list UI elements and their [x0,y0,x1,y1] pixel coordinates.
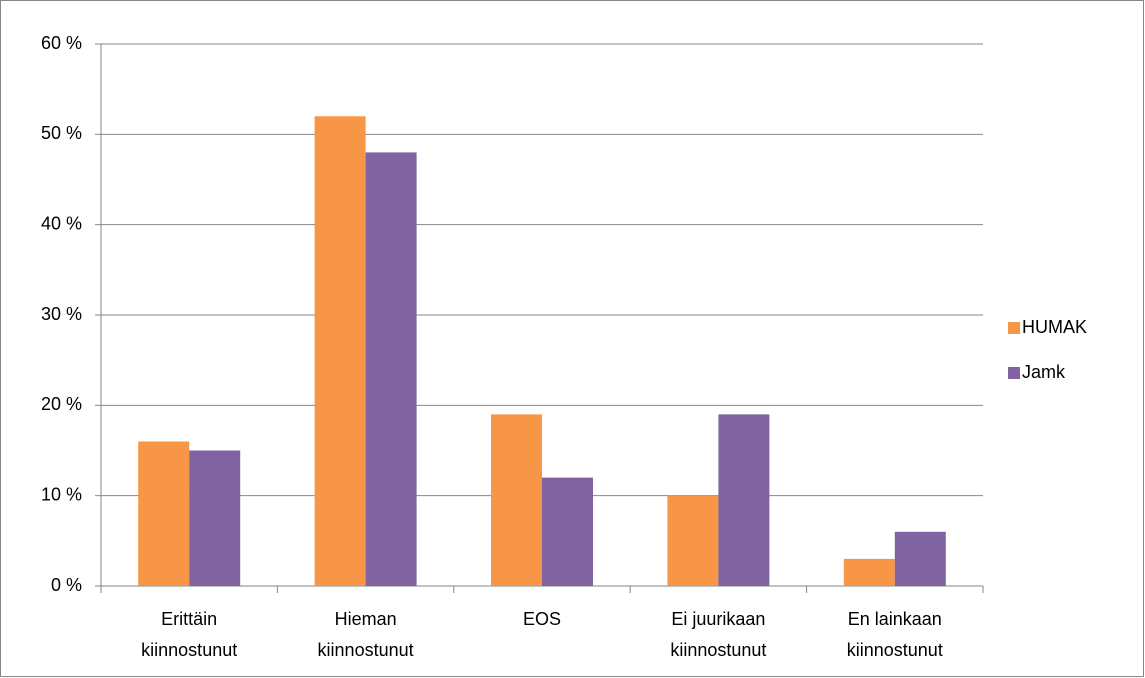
bar [718,414,770,586]
legend-label: HUMAK [1022,317,1087,337]
x-tick-label: En lainkaan kiinnostunut [847,609,943,660]
bar [894,531,946,586]
x-tick-label: Ei juurikaan kiinnostunut [670,609,766,660]
y-tick-label: 10 % [41,484,82,504]
bar [667,495,719,586]
x-tick-label: Erittäin kiinnostunut [141,609,237,660]
legend-label: Jamk [1022,362,1066,382]
x-tick-label: EOS [523,609,561,629]
x-tick-label: Hieman kiinnostunut [318,609,414,660]
y-tick-label: 20 % [41,394,82,414]
bar [314,116,366,587]
legend-swatch [1008,322,1020,334]
bar [365,152,417,586]
y-tick-label: 0 % [51,575,82,595]
bar [843,558,895,586]
bar [189,450,241,586]
y-tick-label: 40 % [41,213,82,233]
bar [138,441,190,586]
y-tick-label: 30 % [41,304,82,324]
bar [542,477,593,586]
legend-swatch [1008,367,1020,379]
y-tick-label: 50 % [41,123,82,143]
y-tick-label: 60 % [41,33,82,53]
bar [491,414,542,586]
